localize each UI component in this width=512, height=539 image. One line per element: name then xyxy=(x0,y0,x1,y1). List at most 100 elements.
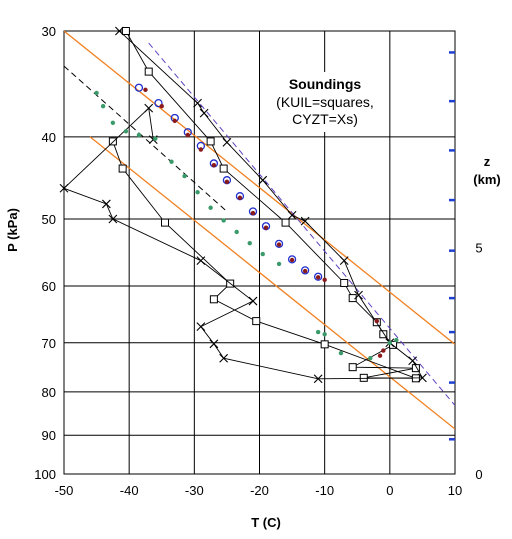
z-tick-label: 5 xyxy=(475,240,482,255)
x-tick-label: -30 xyxy=(185,483,204,498)
blue-circles-point xyxy=(313,272,323,281)
orange-line-1-line xyxy=(64,31,455,345)
x-stroke-b xyxy=(209,339,219,349)
x-stroke-b xyxy=(108,214,118,224)
kuil-point xyxy=(348,363,357,372)
kuil-point xyxy=(219,164,228,173)
x-stroke-b xyxy=(101,199,111,209)
x-stroke-b xyxy=(408,356,418,366)
kuil-point xyxy=(206,137,215,146)
x-stroke-b xyxy=(222,137,232,147)
green-point xyxy=(169,159,174,164)
blue-circles-point xyxy=(287,255,297,264)
x-stroke-b xyxy=(300,216,310,226)
x-tick-label: -20 xyxy=(250,483,269,498)
green-point xyxy=(234,229,239,235)
chart-subtitle-line-2: CYZT=Xs) xyxy=(292,111,358,127)
green-point xyxy=(94,90,99,96)
z-axis-title-line-1: z xyxy=(484,154,491,169)
green-point xyxy=(136,132,142,138)
cyzt-point xyxy=(300,216,310,226)
y-axis-title: P (kPa) xyxy=(5,208,20,252)
dark-red-point xyxy=(374,318,379,324)
kuil-point xyxy=(121,27,130,35)
x-stroke-b xyxy=(199,108,209,118)
green-point xyxy=(195,190,200,195)
cyzt-point xyxy=(196,256,206,266)
kuil-point xyxy=(252,317,261,326)
cyzt-point xyxy=(222,137,232,147)
purple-dashed-line xyxy=(148,42,455,406)
cyzt-point xyxy=(199,108,209,118)
x-stroke-b xyxy=(287,210,297,220)
x-tick-label: -50 xyxy=(55,483,74,498)
x-stroke-b xyxy=(193,98,202,108)
kuil-point xyxy=(108,137,117,146)
green-point xyxy=(100,103,106,109)
green-point xyxy=(221,218,226,223)
cyzt-point xyxy=(115,26,124,36)
dark-red-point xyxy=(185,132,191,138)
z-tick-label: 0 xyxy=(475,467,482,482)
x-stroke-b xyxy=(196,256,206,266)
x-axis-title: T (C) xyxy=(251,515,281,530)
y-tick-label: 60 xyxy=(42,279,56,294)
y-tick-label: 80 xyxy=(42,385,56,400)
cyzt-point xyxy=(287,210,297,220)
dark-red-point xyxy=(159,103,164,109)
green-point xyxy=(387,340,393,345)
blue-circles-point xyxy=(154,99,163,108)
cyzt-point xyxy=(196,322,206,332)
black-thin-dashed-line xyxy=(64,65,228,212)
cyzt-point xyxy=(108,214,118,224)
green-point xyxy=(315,329,321,335)
y-tick-label: 50 xyxy=(42,212,56,227)
x-stroke-b xyxy=(115,26,124,36)
x-stroke-b xyxy=(144,103,154,113)
plot-frame xyxy=(63,30,456,475)
cyzt-point xyxy=(258,175,268,185)
kuil-point xyxy=(281,218,290,227)
cyzt-point xyxy=(219,353,229,363)
green-point xyxy=(182,173,187,179)
green-point xyxy=(208,205,213,210)
x-tick-label: 0 xyxy=(386,483,393,498)
tick-labels: -50 -40 -30 -20 -10 0 10 30 40 50 60 70 80 90 100 0 5 xyxy=(34,24,482,498)
kuil-point xyxy=(161,218,170,227)
green-point xyxy=(153,136,158,141)
kuil-point xyxy=(144,67,153,76)
kuil-point xyxy=(118,164,127,173)
reference-lines xyxy=(64,31,455,430)
green-point xyxy=(322,332,327,337)
cyzt-point xyxy=(339,256,349,266)
cyzt-point xyxy=(248,296,258,306)
kuil-point xyxy=(379,330,388,339)
x-stroke-b xyxy=(354,290,363,300)
green-point xyxy=(123,129,129,134)
dark-red-point xyxy=(302,268,308,274)
dark-red-point xyxy=(211,162,217,168)
cyzt-point xyxy=(354,290,363,300)
y-tick-label: 30 xyxy=(42,24,56,39)
cyzt-point xyxy=(144,103,154,113)
green-point xyxy=(338,350,344,356)
annotation-background xyxy=(270,72,388,132)
blue-circles-point xyxy=(274,239,284,249)
kuil-point xyxy=(209,295,218,304)
dark-red-point xyxy=(143,87,148,93)
cyzt-point xyxy=(59,183,69,193)
dark-red-point xyxy=(289,257,295,263)
cyzt-point xyxy=(313,374,323,384)
dark-red-point xyxy=(377,353,383,358)
green-point xyxy=(260,251,265,257)
z-axis-title-line-2: (km) xyxy=(473,172,500,187)
x-stroke-b xyxy=(313,374,323,384)
y-tick-label: 90 xyxy=(42,428,56,443)
cyzt-point xyxy=(418,373,427,383)
dark-red-point xyxy=(263,225,269,230)
dark-red-point xyxy=(322,277,327,283)
green-point xyxy=(394,337,399,343)
y-tick-label: 100 xyxy=(34,467,56,482)
y-tick-label: 40 xyxy=(42,130,56,145)
